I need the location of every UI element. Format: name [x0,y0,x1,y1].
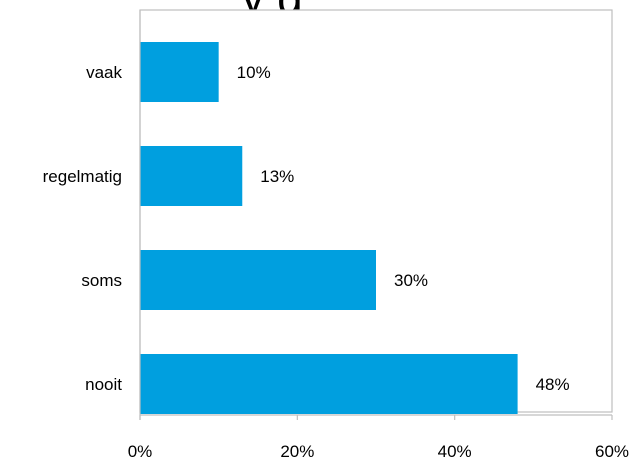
data-label-vaak: 10% [237,63,271,82]
bar-vaak [140,42,219,102]
x-tick-label: 0% [128,442,153,459]
x-ticks-layer: 0% 20% 40% 60% [128,415,629,461]
data-labels-layer: 10% 13% 30% 48% [237,63,570,394]
category-label-nooit: nooit [85,375,122,394]
x-tick-label: 60% [595,442,629,459]
bar-soms [140,250,376,310]
data-label-nooit: 48% [536,375,570,394]
data-label-soms: 30% [394,271,428,290]
bars-layer [140,42,518,414]
category-label-regelmatig: regelmatig [43,167,122,186]
data-label-regelmatig: 13% [260,167,294,186]
bar-nooit [140,354,518,414]
category-labels-layer: vaak regelmatig soms nooit [43,63,123,394]
bar-regelmatig [140,146,243,206]
category-label-vaak: vaak [86,63,122,82]
plot-area-border [139,9,613,413]
x-tick-label: 20% [280,442,314,459]
category-label-soms: soms [81,271,122,290]
x-tick-label: 40% [438,442,472,459]
